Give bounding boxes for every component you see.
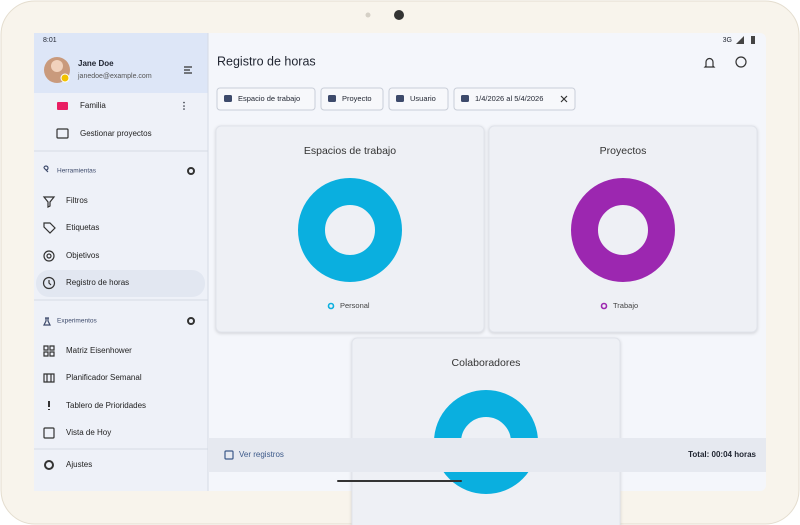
more-icon[interactable]: ⋮ (180, 100, 189, 110)
manage-icon (56, 128, 69, 139)
help-icon[interactable] (735, 56, 747, 68)
nav-item[interactable]: Matriz Eisenhower (66, 346, 132, 355)
nav-item[interactable]: Vista de Hoy (66, 428, 111, 437)
footer-bar (208, 438, 766, 472)
battery-icon (751, 36, 755, 44)
clear-icon[interactable] (560, 95, 568, 103)
bell-icon[interactable] (703, 57, 716, 68)
card-title: Espacios de trabajo (304, 145, 396, 157)
network: 3G (723, 37, 732, 44)
section-title: Experimentos (57, 318, 97, 325)
grid-icon (43, 345, 55, 357)
nav-item[interactable]: Filtros (66, 196, 88, 205)
total: Total: 00:04 horas (688, 450, 756, 459)
legend-icon (327, 302, 335, 310)
sensor (365, 12, 371, 18)
filter-icon (42, 196, 56, 208)
chip-label: Usuario (410, 94, 436, 103)
signal-icon (736, 36, 744, 44)
section-title: Herramientas (57, 168, 97, 175)
nav-item[interactable]: Tablero de Prioridades (66, 401, 146, 410)
filter-chip[interactable] (388, 87, 449, 111)
settings-icon[interactable] (187, 167, 195, 175)
filter-chip[interactable] (453, 87, 576, 111)
clock-icon (42, 276, 56, 290)
chip-icon (396, 95, 404, 102)
today-icon (43, 427, 55, 439)
camera (394, 10, 404, 20)
nav-item[interactable]: Ajustes (66, 460, 92, 469)
tag-icon (43, 222, 56, 234)
flask-icon (43, 317, 51, 326)
page-title: Registro de horas (217, 54, 316, 68)
clock-icon (48, 280, 52, 286)
donut (571, 178, 675, 282)
user-email: janedoe@example.com (77, 73, 152, 80)
clock: 8:01 (43, 37, 57, 44)
legend-icon (600, 302, 608, 310)
donut (298, 178, 402, 282)
list-icon (224, 450, 234, 460)
nav-selected (36, 270, 205, 297)
chip-icon (328, 95, 336, 102)
settings-icon[interactable] (187, 317, 195, 325)
chart-card (215, 125, 485, 333)
legend-label: Trabajo (613, 301, 638, 310)
badge (60, 73, 70, 83)
avatar-face (51, 60, 63, 72)
nav-item[interactable]: Registro de horas (66, 278, 129, 287)
folder-icon (57, 102, 68, 110)
calendar-week-icon (43, 373, 55, 383)
chip-icon (461, 95, 469, 102)
collapse-icon[interactable] (184, 66, 192, 74)
target-icon (43, 250, 55, 262)
nav-item[interactable]: Gestionar proyectos (80, 129, 152, 138)
chip-label: Espacio de trabajo (238, 94, 300, 103)
nav-item[interactable]: Planificador Semanal (66, 373, 142, 382)
card-title: Colaboradores (452, 357, 521, 369)
legend-label: Personal (340, 301, 370, 310)
nav-item[interactable]: Etiquetas (66, 223, 99, 232)
nav-item[interactable]: Familia (80, 101, 106, 110)
settings-icon (44, 460, 54, 470)
chart-card (488, 125, 758, 333)
footer-link[interactable]: Ver registros (239, 450, 284, 459)
home-indicator (337, 480, 462, 482)
tool-icon (43, 165, 49, 173)
card-title: Proyectos (600, 145, 647, 157)
filter-chip[interactable] (320, 87, 384, 111)
chip-label: Proyecto (342, 94, 372, 103)
nav-item[interactable]: Objetivos (66, 251, 99, 260)
chip-icon (224, 95, 232, 102)
filter-chip[interactable] (216, 87, 316, 111)
target-icon (46, 253, 52, 259)
user-name: Jane Doe (78, 59, 114, 68)
chip-label: 1/4/2026 al 5/4/2026 (475, 94, 543, 103)
